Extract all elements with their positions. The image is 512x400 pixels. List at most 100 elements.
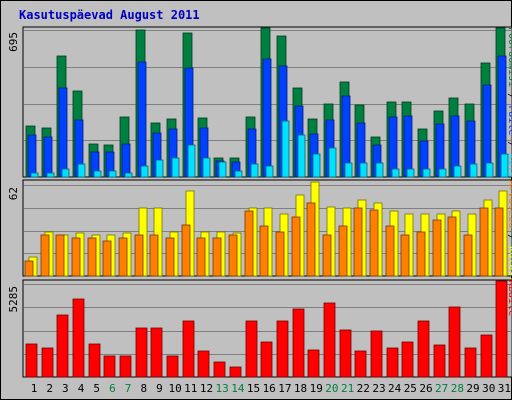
x-label-day-26: 26 xyxy=(419,382,432,395)
x-label-day-29: 29 xyxy=(466,382,479,395)
bar-bot-kbaite-day-6 xyxy=(103,355,116,378)
bar-top-külastatud-lehti-day-19 xyxy=(312,153,321,178)
bar-bot-kbaite-day-26 xyxy=(417,320,430,378)
x-label-day-7: 7 xyxy=(125,382,132,395)
bar-mid-arvuteid-day-21 xyxy=(338,225,348,277)
bar-mid-arvuteid-day-24 xyxy=(385,225,395,277)
legend-item-top-1: Faile xyxy=(506,105,512,135)
bar-mid-arvuteid-day-14 xyxy=(228,234,238,277)
legend-separator-mid: / xyxy=(506,228,512,246)
bar-mid-arvuteid-day-17 xyxy=(275,231,285,277)
y-max-label-top: 695 xyxy=(7,32,20,52)
bar-bot-kbaite-day-10 xyxy=(166,355,179,378)
bar-top-külastatud-lehti-day-31 xyxy=(500,153,509,178)
bar-mid-arvuteid-day-2 xyxy=(40,234,50,277)
bar-top-faile-day-25 xyxy=(403,115,413,178)
bar-mid-arvuteid-day-7 xyxy=(118,237,128,277)
x-label-day-28: 28 xyxy=(451,382,464,395)
x-label-day-22: 22 xyxy=(357,382,370,395)
legend-item-top-0: Pöördumisi xyxy=(506,27,512,87)
bar-bot-kbaite-day-2 xyxy=(41,347,54,378)
x-label-day-30: 30 xyxy=(482,382,495,395)
x-label-day-31: 31 xyxy=(498,382,511,395)
bar-top-külastatud-lehti-day-22 xyxy=(359,162,368,178)
x-label-day-24: 24 xyxy=(388,382,402,395)
bar-mid-arvuteid-day-5 xyxy=(87,237,97,277)
legend-mid: Arvuteid / Külastusi xyxy=(506,180,512,300)
bar-top-faile-day-7 xyxy=(121,143,131,178)
x-label-day-25: 25 xyxy=(404,382,417,395)
x-label-day-5: 5 xyxy=(93,382,100,395)
bar-top-külastatud-lehti-day-26 xyxy=(422,168,431,178)
bar-bot-kbaite-day-31 xyxy=(495,280,508,378)
bar-bot-kbaite-day-14 xyxy=(229,366,242,378)
bar-top-külastatud-lehti-day-18 xyxy=(297,134,306,178)
bar-mid-arvuteid-day-11 xyxy=(181,224,191,277)
bar-top-külastatud-lehti-day-24 xyxy=(391,168,400,178)
bar-mid-arvuteid-day-10 xyxy=(165,237,175,277)
legend-bot: KBaite xyxy=(506,280,512,316)
bar-top-faile-day-16 xyxy=(262,58,272,178)
bar-mid-arvuteid-day-9 xyxy=(149,234,159,277)
bar-top-külastatud-lehti-day-21 xyxy=(344,162,353,178)
bar-mid-arvuteid-day-22 xyxy=(353,207,363,277)
bar-bot-kbaite-day-16 xyxy=(260,341,273,378)
x-label-day-14: 14 xyxy=(231,382,245,395)
bar-mid-arvuteid-day-30 xyxy=(479,207,489,277)
x-label-day-16: 16 xyxy=(263,382,276,395)
bar-top-külastatud-lehti-day-13 xyxy=(218,161,227,178)
y-max-label-bot: 5285 xyxy=(7,286,20,313)
bar-bot-kbaite-day-27 xyxy=(433,344,446,378)
x-axis-day-labels: 1 2 3 4 5 6 7 8 9 10 11 12 13 14 15 16 17 18 19 20 21 22 23 24 2… xyxy=(31,382,511,395)
bar-mid-arvuteid-day-8 xyxy=(134,234,144,277)
bar-bot-kbaite-day-9 xyxy=(150,327,163,378)
bar-bot-kbaite-day-5 xyxy=(88,343,101,378)
bar-bot-kbaite-day-30 xyxy=(480,334,493,378)
bar-bot-kbaite-day-20 xyxy=(323,302,336,378)
bar-top-faile-day-2 xyxy=(43,136,53,178)
x-label-day-18: 18 xyxy=(294,382,307,395)
bar-top-külastatud-lehti-day-7 xyxy=(124,172,133,178)
bar-top-külastatud-lehti-day-29 xyxy=(469,163,478,178)
bar-top-külastatud-lehti-day-17 xyxy=(281,120,290,178)
legend-separator-top: / xyxy=(506,135,512,153)
bar-top-faile-day-8 xyxy=(137,61,147,178)
x-label-day-17: 17 xyxy=(278,382,291,395)
bar-mid-arvuteid-day-13 xyxy=(212,237,222,277)
bar-top-külastatud-lehti-day-8 xyxy=(140,165,149,178)
bar-mid-arvuteid-day-20 xyxy=(322,234,332,277)
bar-bot-kbaite-day-29 xyxy=(464,347,477,378)
bar-bot-kbaite-day-23 xyxy=(370,330,383,378)
x-label-day-13: 13 xyxy=(216,382,229,395)
bar-bot-kbaite-day-8 xyxy=(135,327,148,378)
bar-top-külastatud-lehti-day-15 xyxy=(250,163,259,178)
chart-title: Kasutuspäevad August 2011 xyxy=(19,8,200,22)
bar-mid-arvuteid-day-26 xyxy=(416,231,426,277)
bar-bot-kbaite-day-17 xyxy=(276,320,289,378)
bar-mid-arvuteid-day-16 xyxy=(259,225,269,277)
x-label-day-3: 3 xyxy=(62,382,69,395)
bar-mid-arvuteid-day-27 xyxy=(432,219,442,277)
legend-item-mid-1: Külastusi xyxy=(506,246,512,300)
bar-mid-arvuteid-day-18 xyxy=(291,216,301,277)
bar-top-külastatud-lehti-day-14 xyxy=(234,170,243,178)
bar-mid-arvuteid-day-3 xyxy=(55,234,65,277)
bar-top-külastatud-lehti-day-11 xyxy=(187,144,196,178)
bar-top-külastatud-lehti-day-28 xyxy=(453,165,462,178)
x-label-day-1: 1 xyxy=(31,382,38,395)
bar-top-külastatud-lehti-day-10 xyxy=(171,157,180,178)
bar-bot-kbaite-day-1 xyxy=(25,343,38,378)
bar-mid-arvuteid-day-4 xyxy=(71,237,81,277)
bar-mid-arvuteid-day-1 xyxy=(24,260,34,277)
bar-mid-arvuteid-day-25 xyxy=(400,234,410,277)
bar-top-külastatud-lehti-day-9 xyxy=(155,159,164,178)
bar-mid-arvuteid-day-12 xyxy=(196,237,206,277)
bar-mid-arvuteid-day-15 xyxy=(244,210,254,277)
bar-bot-kbaite-day-11 xyxy=(182,320,195,378)
bar-bot-kbaite-day-24 xyxy=(386,347,399,378)
bar-bot-kbaite-day-3 xyxy=(56,314,69,378)
bar-bot-kbaite-day-19 xyxy=(307,349,320,378)
x-label-day-9: 9 xyxy=(156,382,163,395)
bar-top-külastatud-lehti-day-1 xyxy=(30,172,39,178)
